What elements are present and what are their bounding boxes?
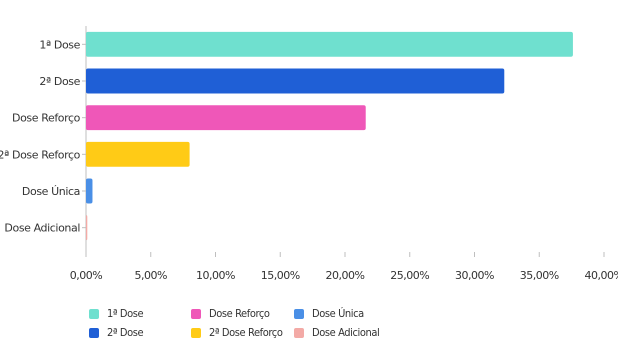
- bar[interactable]: [86, 31, 573, 57]
- legend-item[interactable]: 2ª Dose: [89, 326, 191, 339]
- y-tick-label: 1ª Dose: [39, 38, 80, 51]
- legend-label: Dose Única: [312, 307, 364, 320]
- legend-label: 1ª Dose: [107, 307, 144, 320]
- axes: [82, 26, 605, 257]
- legend-item[interactable]: Dose Reforço: [191, 307, 294, 320]
- legend-item[interactable]: 1ª Dose: [89, 307, 191, 320]
- y-tick-label: 2ª Dose: [39, 75, 80, 88]
- bar[interactable]: [86, 215, 88, 241]
- legend-label: Dose Reforço: [209, 307, 270, 320]
- legend-swatch: [294, 327, 304, 338]
- legend-item[interactable]: 2ª Dose Reforço: [191, 326, 294, 339]
- y-tick-label: 2ª Dose Reforço: [0, 148, 81, 161]
- legend: 1ª Dose Dose Reforço Dose Única 2ª Dose …: [89, 307, 429, 339]
- legend-label: 2ª Dose: [107, 326, 144, 339]
- legend-swatch: [294, 308, 304, 319]
- x-tick-label: 5,00%: [135, 269, 167, 282]
- x-tick-label: 35,00%: [520, 269, 559, 282]
- bar[interactable]: [86, 105, 366, 131]
- x-tick-label: 15,00%: [261, 269, 300, 282]
- legend-label: 2ª Dose Reforço: [209, 326, 283, 339]
- legend-item[interactable]: Dose Adicional: [294, 326, 404, 339]
- legend-swatch: [89, 308, 99, 319]
- legend-label: Dose Adicional: [312, 326, 380, 339]
- x-tick-label: 20,00%: [326, 269, 365, 282]
- y-tick-label: Dose Reforço: [12, 112, 81, 125]
- bar[interactable]: [86, 141, 190, 167]
- bars: [86, 31, 573, 241]
- y-tick-label: Dose Adicional: [4, 222, 80, 235]
- labels: 1ª Dose 2ª Dose Dose Reforço 2ª Dose Reforç…: [0, 38, 618, 282]
- x-tick-label: 40,00%: [585, 269, 618, 282]
- legend-swatch: [191, 327, 201, 338]
- x-tick-label: 0,00%: [70, 269, 102, 282]
- x-tick-label: 30,00%: [455, 269, 494, 282]
- bar[interactable]: [86, 68, 505, 94]
- legend-swatch: [191, 308, 201, 319]
- y-tick-label: Dose Única: [22, 185, 80, 198]
- x-tick-label: 25,00%: [390, 269, 429, 282]
- legend-swatch: [89, 327, 99, 338]
- bar[interactable]: [86, 178, 93, 204]
- legend-item[interactable]: Dose Única: [294, 307, 404, 320]
- x-tick-label: 10,00%: [196, 269, 235, 282]
